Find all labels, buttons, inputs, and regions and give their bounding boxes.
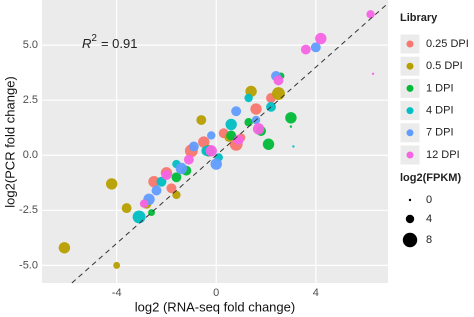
point [292, 145, 295, 148]
legend-title: Library [400, 12, 438, 24]
r2-sup: 2 [91, 33, 97, 44]
point [113, 261, 121, 269]
legend-label: 4 DPI [426, 105, 454, 117]
point [250, 103, 262, 115]
point [289, 125, 293, 128]
legend-swatch [406, 151, 414, 159]
point [132, 210, 146, 224]
point [175, 162, 188, 175]
point [225, 118, 237, 131]
r2-annotation: R2 = 0.91 [82, 33, 137, 52]
r2-value: = 0.91 [101, 36, 138, 51]
point [233, 134, 244, 145]
point [196, 115, 207, 125]
y-tick-label: -5.0 [19, 259, 38, 271]
point [161, 170, 172, 181]
point [148, 175, 160, 188]
point [207, 131, 216, 140]
point [188, 141, 199, 152]
point [273, 75, 284, 86]
legend-label: 1 DPI [426, 82, 454, 94]
r2-base: R [82, 36, 91, 51]
reference-line [71, 2, 389, 284]
legend-swatch [406, 129, 414, 137]
legend-label: 0.25 DPI [426, 38, 469, 50]
point [205, 145, 217, 157]
size-legend-dot [402, 232, 418, 248]
legend-swatch [406, 40, 414, 48]
point [58, 242, 71, 254]
y-tick-label: -2.5 [19, 204, 38, 216]
point [285, 112, 297, 124]
point [244, 93, 253, 103]
y-tick-label: 0.0 [23, 149, 38, 161]
point [366, 10, 375, 19]
point [300, 44, 311, 55]
point [172, 190, 181, 200]
point [121, 203, 132, 214]
legend-swatch [406, 84, 414, 92]
point [171, 172, 182, 183]
point [371, 72, 375, 75]
point [262, 138, 275, 150]
x-tick-label: -4 [112, 287, 122, 299]
x-tick-label: 4 [313, 287, 319, 299]
size-legend-title: log2(FPKM) [400, 172, 461, 184]
point [166, 183, 177, 194]
size-legend-label: 0 [426, 194, 432, 206]
legend-label: 12 DPI [426, 149, 460, 161]
legend-swatch [406, 62, 414, 70]
point [315, 32, 327, 45]
point [210, 158, 222, 170]
legend-swatch [406, 107, 414, 115]
x-axis-title: log2 (RNA-seq fold change) [135, 299, 295, 314]
point [310, 42, 321, 53]
point [272, 87, 285, 101]
point [252, 123, 265, 135]
legend-label: 0.5 DPI [426, 60, 463, 72]
y-tick-label: 2.5 [23, 94, 38, 106]
plot-panel [42, 0, 388, 283]
point [151, 185, 162, 196]
size-legend-dot [408, 198, 412, 202]
size-legend-label: 4 [426, 213, 432, 225]
point [105, 178, 118, 190]
point [231, 106, 242, 117]
point [198, 136, 210, 148]
size-legend-dot [405, 214, 415, 224]
point [139, 199, 149, 208]
y-tick-label: 5.0 [23, 39, 38, 51]
point [244, 118, 253, 127]
point [226, 130, 237, 141]
point [183, 154, 194, 165]
legend-label: 7 DPI [426, 127, 454, 139]
x-tick-label: 0 [213, 287, 219, 299]
size-legend-label: 8 [426, 234, 432, 246]
y-axis-title: log2(PCR fold change) [2, 76, 17, 208]
